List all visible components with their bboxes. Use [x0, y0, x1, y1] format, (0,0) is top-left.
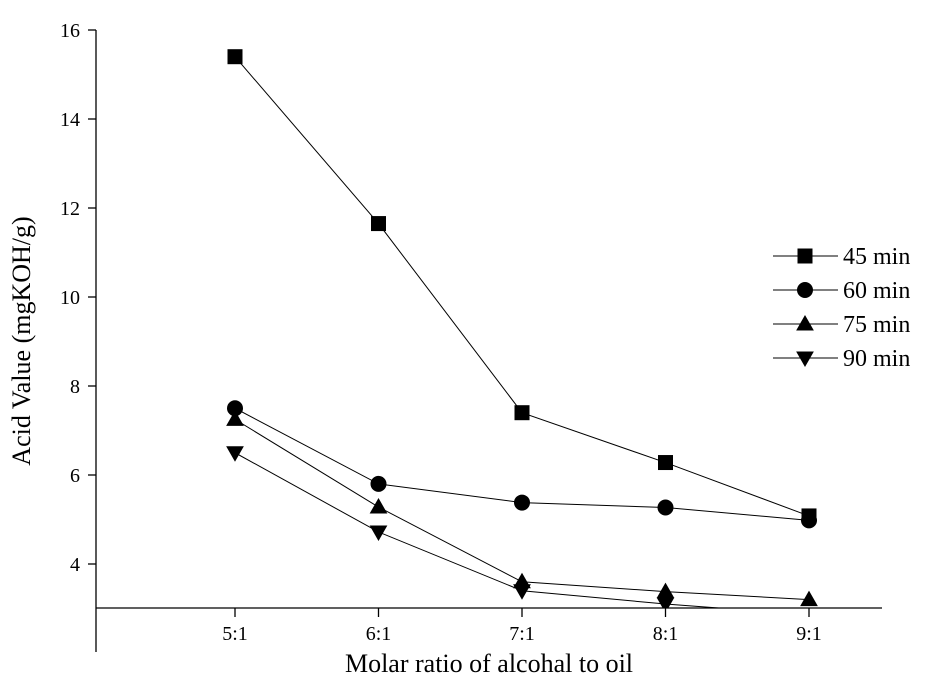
series-60-min — [227, 400, 817, 529]
data-point-75-min — [369, 498, 388, 514]
y-axis-title: Acid Value (mgKOH/g) — [7, 216, 36, 465]
legend-marker-45-min — [797, 248, 813, 264]
legend-item-90-min: 90 min — [773, 346, 910, 372]
x-tick-label: 6:1 — [366, 623, 392, 645]
data-point-90-min — [226, 446, 244, 462]
data-point-90-min — [513, 584, 531, 600]
legend-label: 60 min — [843, 278, 910, 304]
legend: 45 min 60 min 75 min 90 min — [773, 244, 910, 372]
x-tick-label: 5:1 — [222, 623, 248, 645]
data-point-75-min — [226, 410, 244, 426]
data-point-75-min — [656, 582, 675, 599]
legend-label: 75 min — [843, 312, 910, 338]
legend-item-60-min: 60 min — [773, 278, 910, 304]
x-ticks: 5:1 6:1 7:1 8:1 9:1 — [222, 608, 822, 645]
data-point-60-min — [514, 494, 530, 511]
data-point-45-min — [227, 49, 243, 65]
data-point-75-min — [800, 590, 818, 607]
data-point-45-min — [371, 216, 386, 232]
series-layer — [226, 49, 818, 608]
x-axis-title: Molar ratio of alcohal to oil — [345, 649, 633, 678]
legend-marker-75-min — [796, 314, 814, 331]
legend-label: 45 min — [843, 244, 910, 270]
data-point-45-min — [658, 455, 673, 471]
y-tick-label: 10 — [60, 287, 80, 309]
y-tick-label: 12 — [60, 198, 80, 220]
y-tick-label: 6 — [70, 465, 80, 487]
legend-marker-60-min — [797, 282, 813, 298]
y-tick-label: 4 — [70, 554, 80, 576]
series-90-min — [226, 446, 726, 608]
series-line-45-min — [234, 56, 810, 517]
x-tick-label: 8:1 — [653, 623, 679, 645]
legend-label: 90 min — [843, 346, 910, 372]
data-point-90-min — [656, 597, 675, 608]
legend-marker-90-min — [796, 351, 814, 368]
y-ticks: 4 6 8 10 12 14 16 — [60, 20, 96, 576]
data-point-60-min — [801, 512, 817, 529]
x-tick-label: 9:1 — [796, 623, 822, 645]
data-point-60-min — [657, 499, 674, 516]
y-tick-label: 16 — [60, 20, 80, 42]
data-point-45-min — [514, 405, 530, 421]
legend-item-75-min: 75 min — [773, 312, 910, 338]
legend-item-45-min: 45 min — [773, 244, 910, 270]
series-45-min — [227, 49, 817, 524]
x-tick-label: 7:1 — [509, 623, 535, 645]
data-point-60-min — [370, 475, 387, 492]
y-tick-label: 8 — [70, 376, 80, 398]
y-tick-label: 14 — [60, 109, 80, 131]
data-point-90-min — [369, 525, 388, 541]
